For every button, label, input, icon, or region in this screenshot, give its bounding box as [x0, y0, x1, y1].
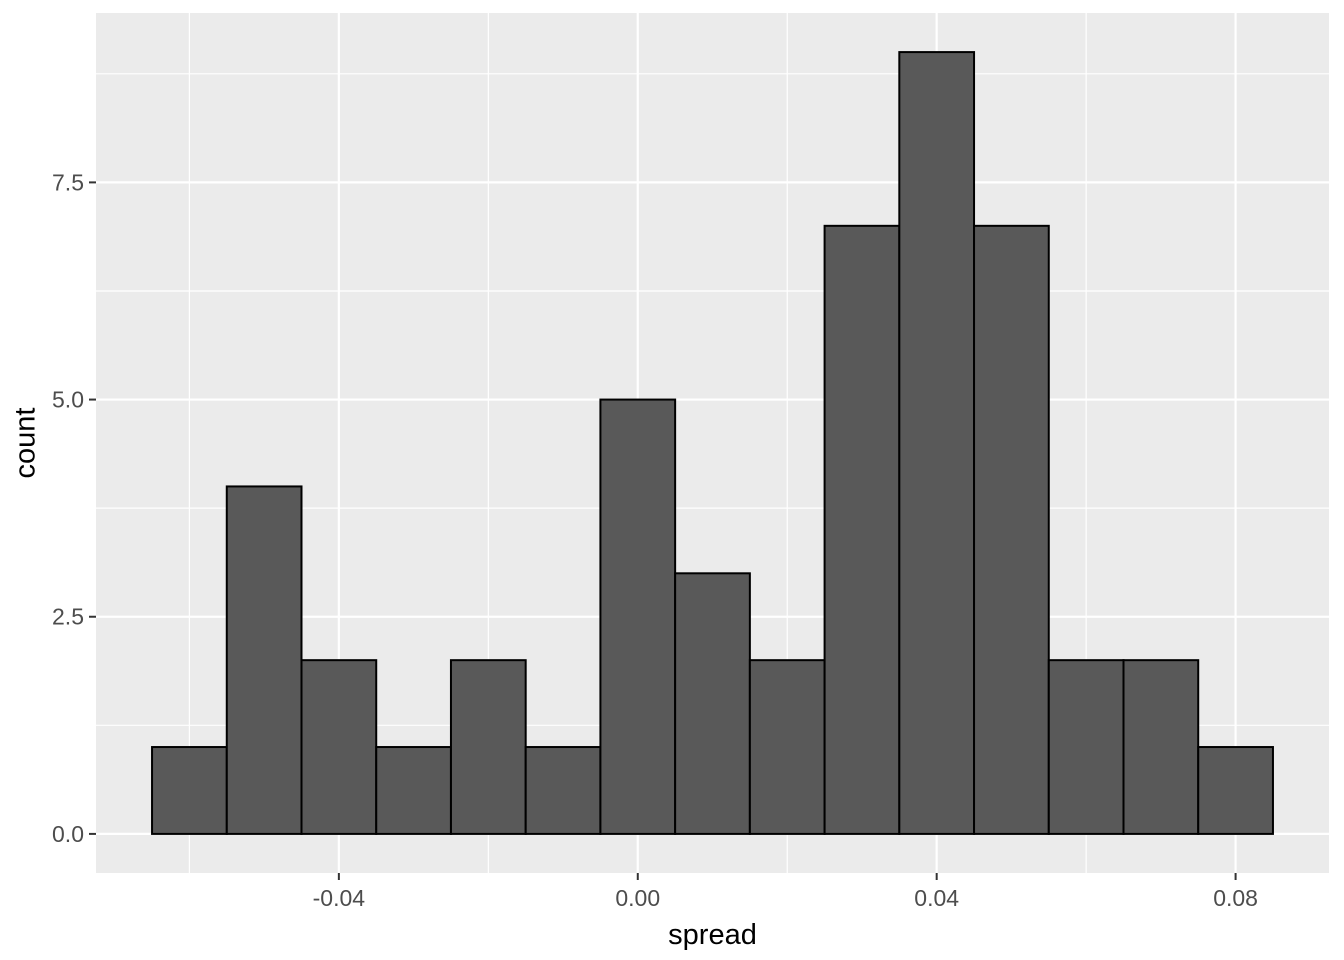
y-tick-label: 5.0 [52, 387, 84, 413]
histogram-bar [300, 659, 378, 835]
y-tick-label: 2.5 [52, 604, 84, 630]
x-axis-title: spread [668, 919, 757, 951]
histogram-bar [748, 659, 826, 835]
histogram-bar [524, 746, 602, 835]
histogram-bar [823, 224, 901, 835]
histogram-bar [225, 485, 303, 835]
y-tick-label: 7.5 [52, 169, 84, 195]
x-tick-label: 0.00 [615, 885, 660, 911]
y-tick-label: 0.0 [52, 821, 84, 847]
histogram-bar [1047, 659, 1125, 835]
histogram-bar [1197, 746, 1274, 835]
x-tick-label: -0.04 [313, 885, 366, 911]
histogram-bar [973, 224, 1050, 835]
histogram-bar [599, 398, 677, 835]
x-tick-label: 0.04 [914, 885, 959, 911]
histogram-bar [898, 51, 976, 835]
y-axis-title: count [9, 407, 42, 479]
histogram-bar [375, 746, 452, 835]
histogram-bar [1122, 659, 1200, 835]
histogram-bar [674, 572, 751, 835]
histogram-bar [151, 746, 228, 835]
histogram-bar [449, 659, 527, 835]
x-tick-label: 0.08 [1213, 885, 1258, 911]
